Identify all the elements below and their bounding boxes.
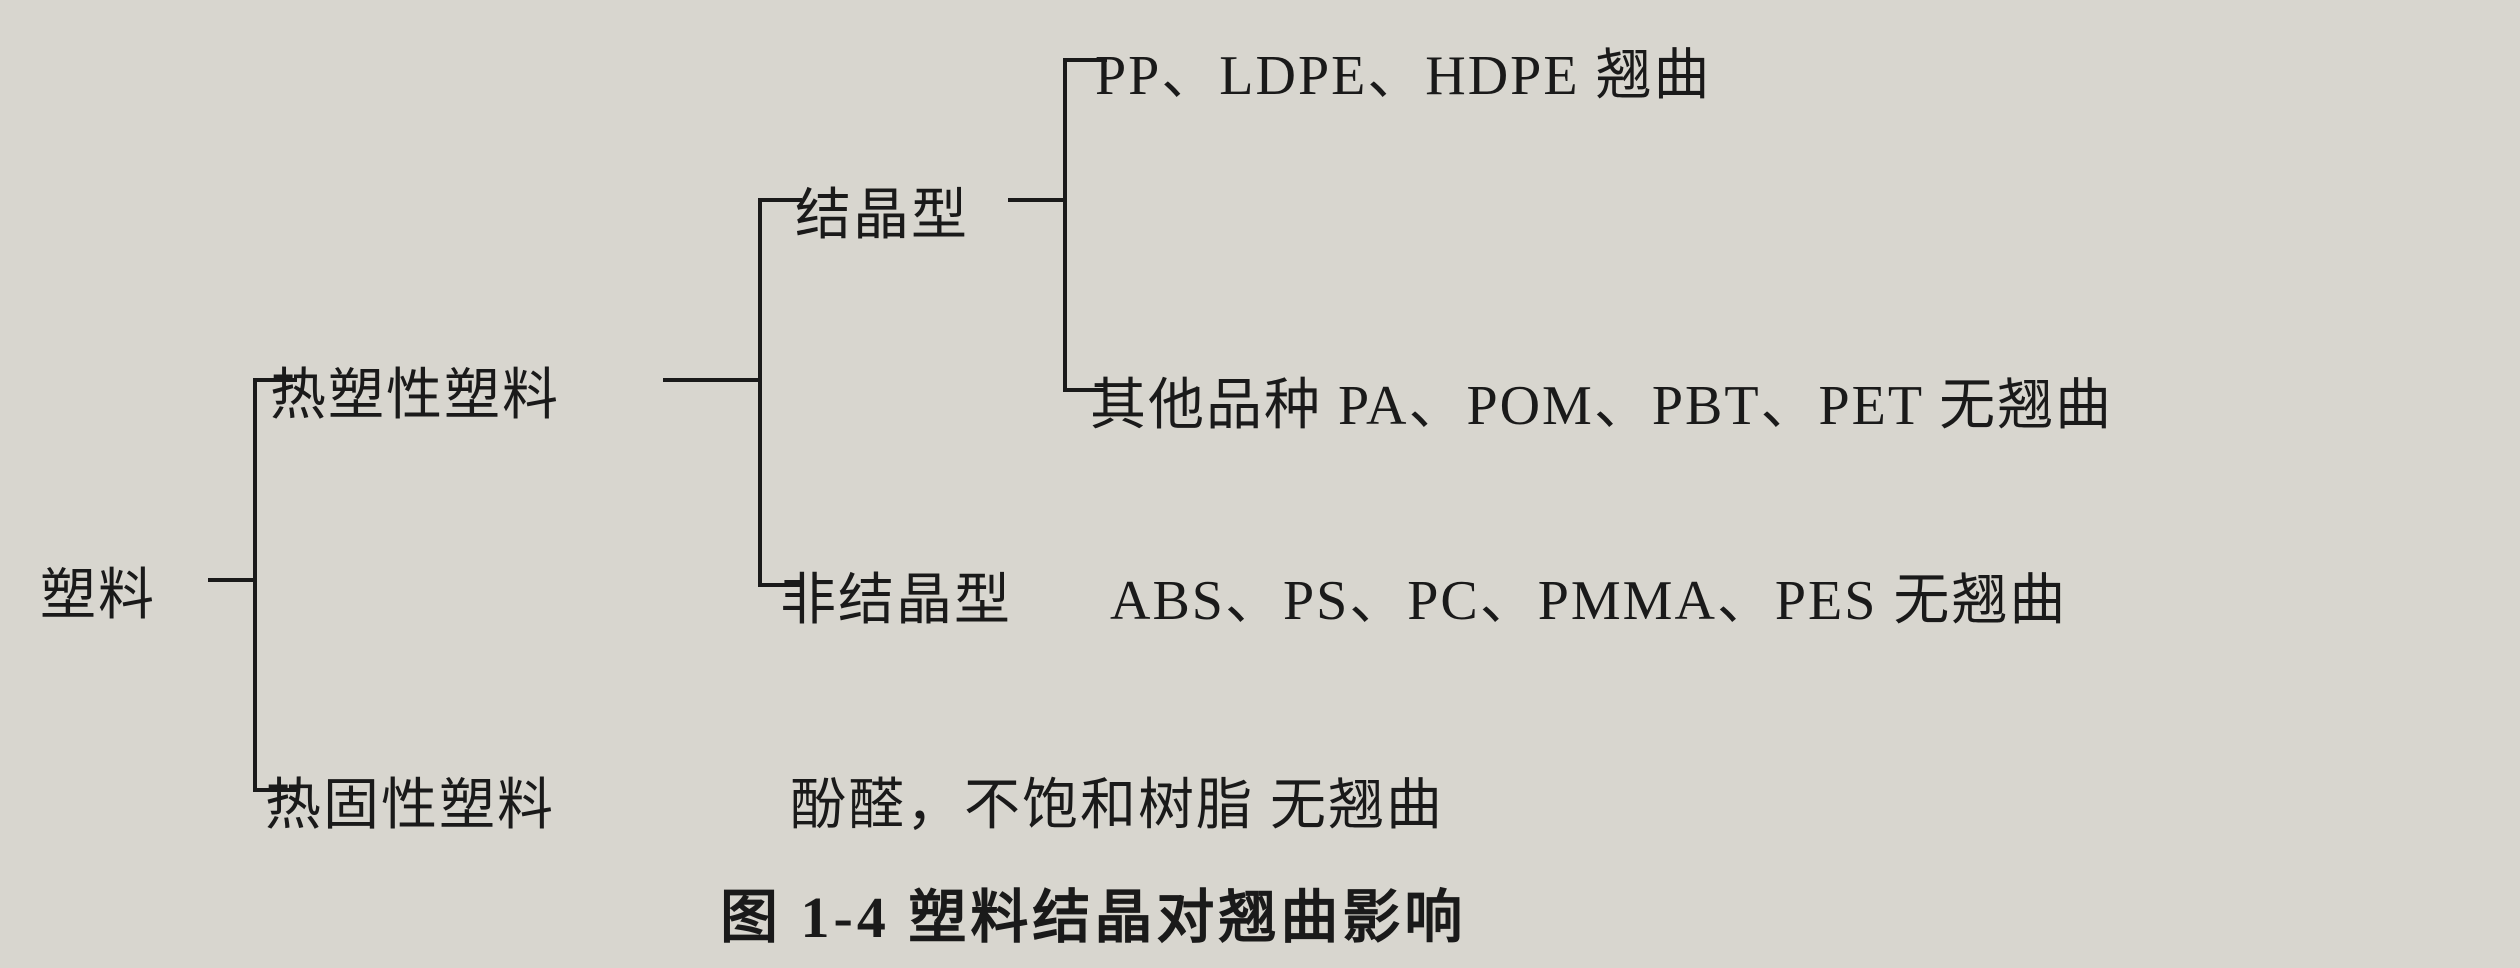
thermoset-detail: 酚醛，不饱和树脂 无翘曲 bbox=[790, 760, 1444, 841]
level3-warp: PP、LDPE、HDPE 翘曲 bbox=[1095, 30, 1712, 111]
level2-crystalline: 结晶型 bbox=[795, 170, 969, 251]
figure-caption: 图 1-4 塑料结晶对翘曲影响 bbox=[720, 870, 1466, 954]
amorphous-detail: ABS、PS、PC、PMMA、PES 无翘曲 bbox=[1110, 555, 2067, 636]
level2-amorphous: 非结晶型 bbox=[780, 555, 1012, 636]
level1-thermoplastic: 热塑性塑料 bbox=[270, 350, 560, 431]
level1-thermoset: 热固性塑料 bbox=[265, 760, 555, 841]
level3-no-warp: 其他品种 PA、POM、PBT、PET 无翘曲 bbox=[1090, 360, 2113, 441]
root-node: 塑料 bbox=[40, 550, 156, 631]
